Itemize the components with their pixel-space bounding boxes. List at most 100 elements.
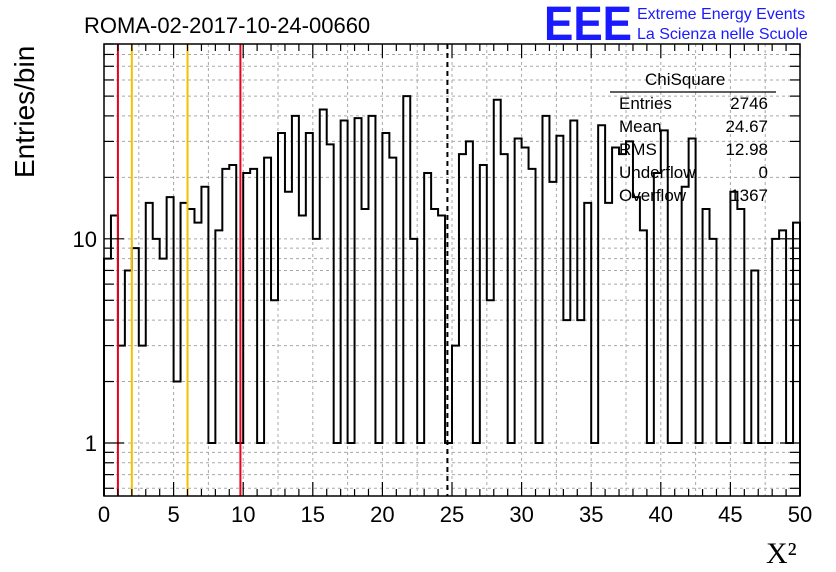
x-tick-label: 50 — [788, 502, 812, 527]
histogram-bin — [215, 230, 222, 496]
histogram-bin — [417, 443, 424, 496]
histogram-bin — [348, 443, 355, 496]
histogram-bin — [278, 133, 285, 496]
histogram-bin — [445, 443, 452, 496]
histogram-bin — [716, 443, 723, 496]
histogram-bin — [487, 300, 494, 496]
histogram-bin — [744, 443, 751, 496]
histogram-bin — [355, 118, 362, 496]
histogram-bin — [271, 300, 278, 496]
histogram-bin — [382, 133, 389, 496]
histogram-bin — [264, 158, 271, 496]
histogram-bin — [201, 187, 208, 496]
histogram-bin — [188, 209, 195, 496]
histogram-outline — [103, 95, 801, 496]
histogram-bin — [605, 203, 612, 496]
histogram-bin — [696, 443, 703, 496]
histogram-bin — [403, 96, 410, 496]
x-tick-label: 30 — [509, 502, 533, 527]
x-tick-label: 15 — [301, 502, 325, 527]
histogram-bin — [758, 443, 765, 496]
stats-value: 1367 — [730, 186, 768, 205]
histogram-bin — [389, 158, 396, 496]
stats-value: 24.67 — [725, 117, 768, 136]
histogram-bin — [473, 443, 480, 496]
histogram-bin — [751, 270, 758, 496]
histogram-bin — [494, 100, 501, 496]
y-axis-label: Entries/bin — [9, 46, 40, 178]
histogram-bin — [737, 209, 744, 496]
histogram-bin — [118, 346, 125, 496]
histogram-bin — [640, 230, 647, 496]
histogram-bin — [779, 230, 786, 496]
histogram-bin — [375, 443, 382, 496]
histogram-bin — [703, 209, 710, 496]
x-tick-label: 0 — [98, 502, 110, 527]
histogram-bin — [104, 259, 111, 496]
histogram-bin — [334, 443, 341, 496]
x-axis-label: X² — [766, 537, 797, 570]
histogram-bin — [229, 165, 236, 496]
histogram-bin — [480, 165, 487, 496]
histogram-bin — [619, 154, 626, 496]
x-tick-label: 20 — [370, 502, 394, 527]
histogram-bin — [466, 141, 473, 496]
histogram-bin — [584, 203, 591, 496]
histogram-bin — [556, 136, 563, 496]
histogram-bin — [299, 216, 306, 496]
histogram-bin — [139, 346, 146, 496]
histogram-bin — [431, 209, 438, 496]
logo-line-1: Extreme Energy Events — [637, 6, 805, 23]
stats-value: 0 — [759, 163, 768, 182]
histogram-bin — [424, 173, 431, 496]
histogram-bin — [765, 443, 772, 496]
histogram-bin — [501, 154, 508, 496]
histogram-bin — [668, 443, 675, 496]
eee-logo: EEE Extreme Energy Events La Scienza nel… — [544, 0, 808, 51]
histogram-bin — [243, 173, 250, 496]
reference-lines — [116, 44, 449, 496]
x-tick-label: 45 — [718, 502, 742, 527]
histogram-bin — [549, 182, 556, 496]
chart-title: ROMA-02-2017-10-24-00660 — [84, 13, 370, 38]
histogram-bin — [654, 173, 661, 496]
stats-label: RMS — [619, 140, 657, 159]
logo-line-2: La Scienza nelle Scuole — [637, 26, 808, 43]
histogram — [103, 95, 801, 496]
stats-label: Mean — [619, 117, 662, 136]
histogram-bin — [208, 443, 215, 496]
y-tick-labels: 1 10 — [73, 227, 97, 456]
y-tick-label: 1 — [85, 431, 97, 456]
stats-value: 12.98 — [725, 140, 768, 159]
stats-label: Underflow — [619, 163, 696, 182]
histogram-bin — [772, 239, 779, 496]
histogram-bin — [396, 443, 403, 496]
histogram-bin — [250, 169, 257, 496]
histogram-bin — [341, 120, 348, 496]
eee-logo-mark: EEE — [544, 0, 632, 51]
histogram-bin — [793, 223, 800, 496]
x-tick-label: 10 — [231, 502, 255, 527]
histogram-bin — [313, 239, 320, 496]
x-tick-labels: 0 5 10 15 20 25 30 35 40 45 50 — [98, 502, 812, 527]
histogram-bin — [410, 239, 417, 496]
histogram-bin — [194, 223, 201, 496]
histogram-bin — [647, 443, 654, 496]
histogram-bin — [181, 203, 188, 496]
histogram-bin — [438, 216, 445, 496]
histogram-bin — [591, 443, 598, 496]
histogram-bin — [598, 125, 605, 496]
histogram-bin — [633, 197, 640, 496]
axis-ticks — [103, 43, 801, 496]
histogram-bin — [320, 109, 327, 496]
histogram-bin — [563, 320, 570, 496]
histogram-bin — [682, 187, 689, 496]
histogram-bin — [167, 197, 174, 496]
histogram-bin — [174, 382, 181, 496]
y-tick-label: 10 — [73, 227, 97, 252]
x-tick-label: 40 — [649, 502, 673, 527]
histogram-bin — [132, 248, 139, 496]
histogram-bin — [542, 116, 549, 496]
histogram-bin — [125, 270, 132, 496]
